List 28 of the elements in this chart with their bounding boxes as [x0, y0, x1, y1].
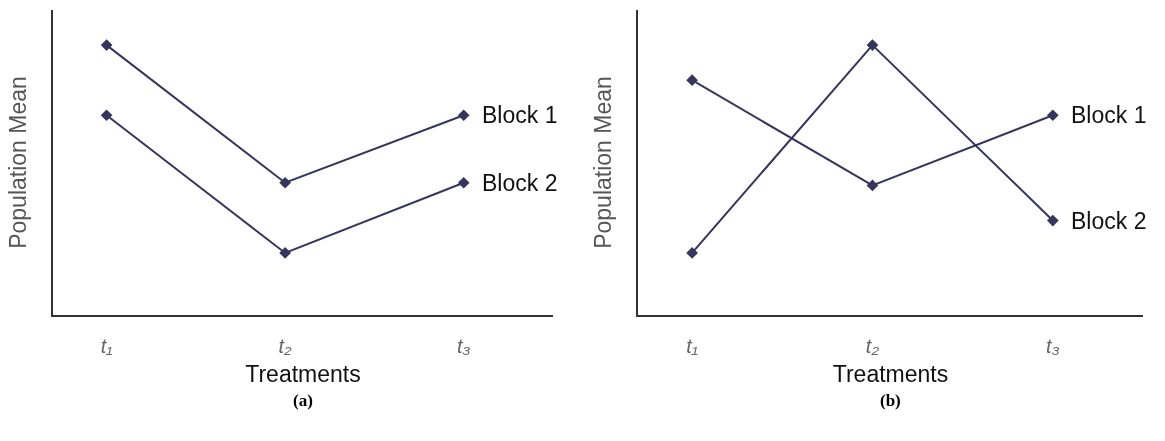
- series-label: Block 2: [482, 170, 558, 196]
- point: [279, 247, 291, 259]
- point: [279, 176, 291, 189]
- point: [1046, 109, 1059, 122]
- x-tick-label: t₁: [686, 335, 699, 357]
- y-axis-title: Population Mean: [4, 76, 31, 249]
- text: (b): [880, 391, 901, 410]
- point: [686, 247, 698, 259]
- x-tick-label: t₂: [278, 335, 293, 357]
- x-tick-label: t₁: [100, 335, 113, 357]
- series-label: Block 2: [1071, 208, 1147, 234]
- series-label: Block 1: [482, 102, 558, 128]
- point: [866, 179, 879, 192]
- point: [100, 39, 113, 51]
- point: [100, 109, 113, 122]
- point: [686, 74, 698, 87]
- y-axis-title: Population Mean: [589, 76, 616, 249]
- point: [457, 109, 470, 122]
- x-axis-title: Treatments: [832, 361, 949, 388]
- x-tick-label: t₃: [1046, 335, 1060, 357]
- x-tick-label: t₂: [865, 335, 880, 357]
- text: (a): [293, 391, 313, 410]
- point: [1046, 214, 1059, 227]
- point: [866, 39, 879, 51]
- point: [457, 176, 470, 189]
- series-label: Block 1: [1071, 102, 1147, 128]
- x-tick-label: t₃: [456, 335, 471, 357]
- x-axis-title: Treatments: [245, 361, 361, 388]
